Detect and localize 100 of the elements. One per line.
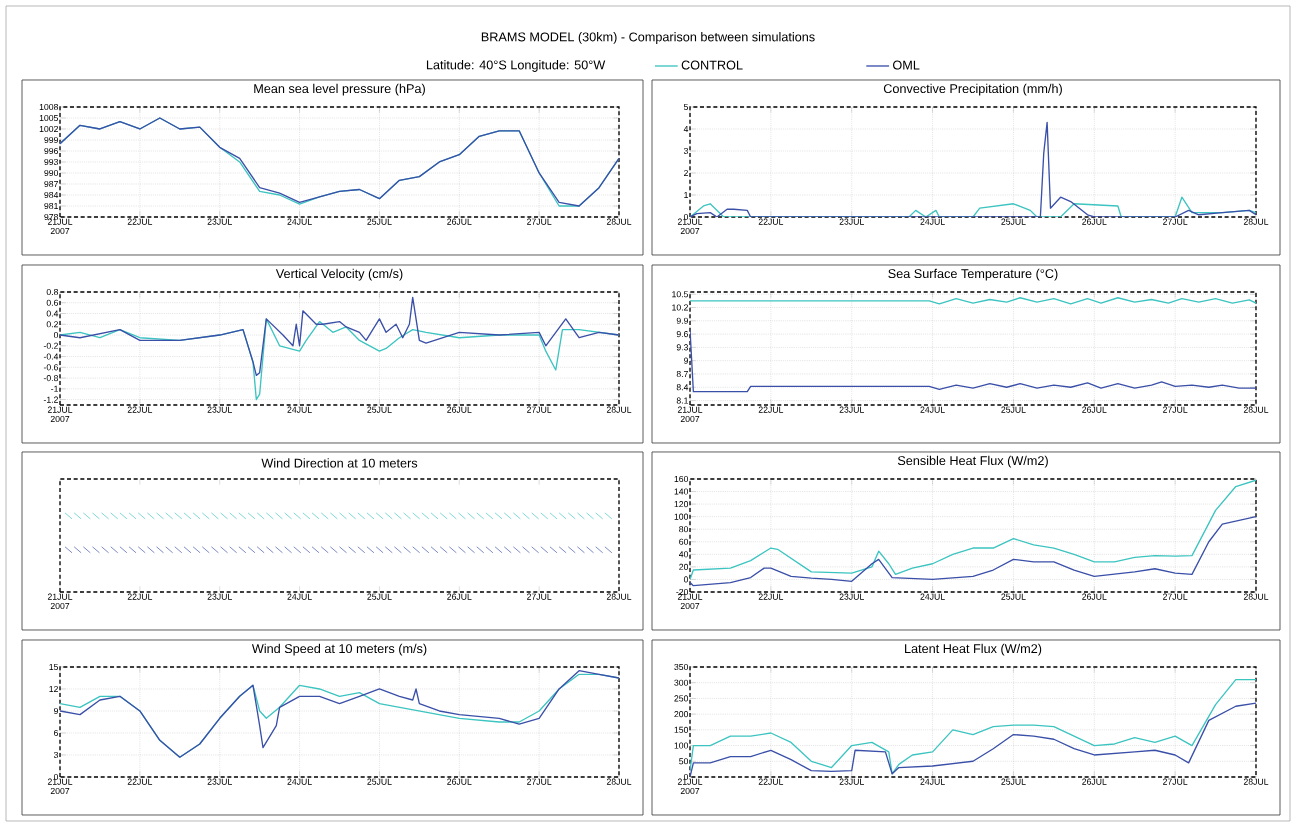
y-tick-label: 9 — [683, 357, 688, 364]
x-tick-label: 21JUL 2007 — [47, 778, 73, 795]
y-tick-label: 978 — [44, 213, 59, 221]
y-tick-label: 1008 — [39, 103, 59, 111]
y-tick-label: -0.6 — [43, 364, 59, 371]
y-tick-label: 0.6 — [46, 299, 59, 306]
y-tick-label: 5 — [683, 103, 689, 111]
x-tick-label: 21JUL 2007 — [677, 593, 703, 610]
x-tick-label: 26JUL — [1082, 406, 1107, 413]
x-tick-label: 28JUL — [1243, 218, 1269, 225]
x-tick-label: 24JUL — [920, 593, 945, 600]
x-tick-label: 24JUL — [287, 406, 312, 413]
y-tick-label: 50 — [679, 758, 689, 765]
x-tick-label: 22JUL — [758, 218, 784, 225]
y-tick-label: 10.2 — [672, 304, 688, 311]
y-tick-label: 0.2 — [46, 321, 58, 328]
y-tick-label: 6 — [54, 729, 59, 737]
y-tick-label: 8.4 — [676, 384, 689, 391]
x-tick-label: 23JUL — [839, 593, 864, 600]
text: Latitude: 40°S Longitude: 50°W — [426, 60, 606, 72]
legend-label: CONTROL — [681, 60, 743, 70]
x-tick-label: 25JUL — [367, 778, 392, 785]
x-tick-label: 28JUL — [1243, 778, 1269, 785]
y-tick-label: 990 — [44, 169, 59, 177]
x-tick-label: 25JUL — [367, 218, 392, 225]
y-tick-label: 1 — [684, 192, 688, 198]
y-tick-label: 993 — [44, 158, 59, 166]
x-tick-label: 21JUL 2007 — [677, 406, 703, 423]
chart-title: Sea Surface Temperature (°C) — [888, 268, 1058, 281]
x-tick-label: 23JUL — [207, 218, 232, 225]
y-tick-label: -20 — [676, 588, 689, 596]
x-tick-label: 23JUL — [207, 778, 232, 785]
x-tick-label: 27JUL — [1163, 778, 1188, 785]
x-tick-label: 24JUL — [287, 778, 312, 785]
x-tick-label: 24JUL — [920, 406, 945, 413]
y-tick-label: 150 — [674, 726, 689, 733]
y-tick-label: 200 — [674, 711, 689, 718]
y-tick-label: 3 — [53, 751, 59, 759]
x-tick-label: 25JUL — [1001, 406, 1026, 413]
y-tick-label: 999 — [44, 136, 58, 144]
x-tick-label: 21JUL 2007 — [677, 778, 703, 795]
y-tick-label: -1.2 — [43, 396, 58, 403]
y-tick-label: 3 — [683, 147, 689, 155]
y-tick-label: 996 — [44, 147, 59, 155]
x-tick-label: 26JUL — [447, 406, 472, 413]
y-tick-label: 300 — [674, 679, 689, 686]
x-tick-label: 27JUL — [1163, 593, 1188, 600]
x-tick-label: 23JUL — [839, 778, 864, 785]
x-tick-label: 26JUL — [1082, 218, 1107, 225]
x-tick-label: 26JUL — [447, 218, 472, 225]
y-tick-label: 0.4 — [46, 310, 59, 317]
y-tick-label: 984 — [44, 191, 59, 199]
text: BRAMS MODEL (30km) - Comparison between simulations — [481, 32, 815, 44]
y-tick-label: 0 — [683, 576, 689, 583]
x-tick-label: 27JUL — [1163, 218, 1188, 225]
y-tick-label: -0.8 — [43, 375, 59, 382]
x-tick-label: 25JUL — [1001, 593, 1026, 600]
chart-title: Convective Precipitation (mm/h) — [883, 83, 1062, 96]
y-tick-label: 20 — [679, 563, 689, 570]
y-tick-label: 140 — [674, 488, 689, 495]
x-tick-label: 27JUL — [527, 218, 552, 225]
x-tick-label: 25JUL — [367, 406, 392, 413]
x-tick-label: 22JUL — [127, 406, 153, 413]
legend-label: OML — [893, 60, 920, 70]
x-tick-label: 23JUL — [839, 218, 864, 225]
x-tick-label: 25JUL — [1001, 218, 1026, 225]
y-tick-label: 100 — [674, 742, 689, 749]
y-tick-label: 160 — [674, 475, 689, 483]
x-tick-label: 27JUL — [527, 778, 552, 785]
y-tick-label: 8.7 — [676, 370, 688, 378]
y-tick-label: 250 — [674, 695, 689, 702]
x-tick-label: 26JUL — [1082, 593, 1107, 600]
y-tick-label: 8.1 — [676, 397, 688, 404]
y-tick-label: 2 — [684, 169, 688, 177]
y-tick-label: 1002 — [39, 125, 58, 133]
x-tick-label: 23JUL — [839, 406, 864, 413]
x-tick-label: 26JUL — [447, 778, 472, 785]
x-tick-label: 22JUL — [758, 593, 784, 600]
y-tick-label: 15 — [49, 663, 59, 671]
y-tick-label: -1 — [51, 385, 58, 392]
y-tick-label: 80 — [679, 526, 689, 533]
y-tick-label: 987 — [44, 180, 58, 188]
chart-title: Vertical Velocity (cm/s) — [275, 268, 403, 281]
x-tick-label: 24JUL — [287, 218, 312, 225]
x-tick-label: 22JUL — [758, 406, 784, 413]
y-tick-label: 40 — [678, 551, 689, 558]
x-tick-label: 22JUL — [758, 778, 784, 785]
y-tick-label: 10.5 — [672, 291, 689, 298]
x-tick-label: 28JUL — [606, 218, 632, 225]
y-tick-label: 4 — [683, 126, 689, 132]
y-tick-label: 9.6 — [676, 331, 689, 338]
chart-title: Mean sea level pressure (hPa) — [254, 83, 425, 96]
x-tick-label: 28JUL — [606, 406, 632, 413]
x-tick-label: 21JUL 2007 — [47, 218, 73, 235]
y-tick-label: 981 — [44, 202, 58, 210]
y-tick-label: 100 — [674, 513, 689, 520]
x-tick-label: 25JUL — [1001, 778, 1026, 785]
y-tick-label: 9 — [53, 707, 58, 715]
chart-title: Latent Heat Flux (W/m2) — [905, 643, 1042, 656]
y-tick-label: 120 — [674, 501, 689, 508]
